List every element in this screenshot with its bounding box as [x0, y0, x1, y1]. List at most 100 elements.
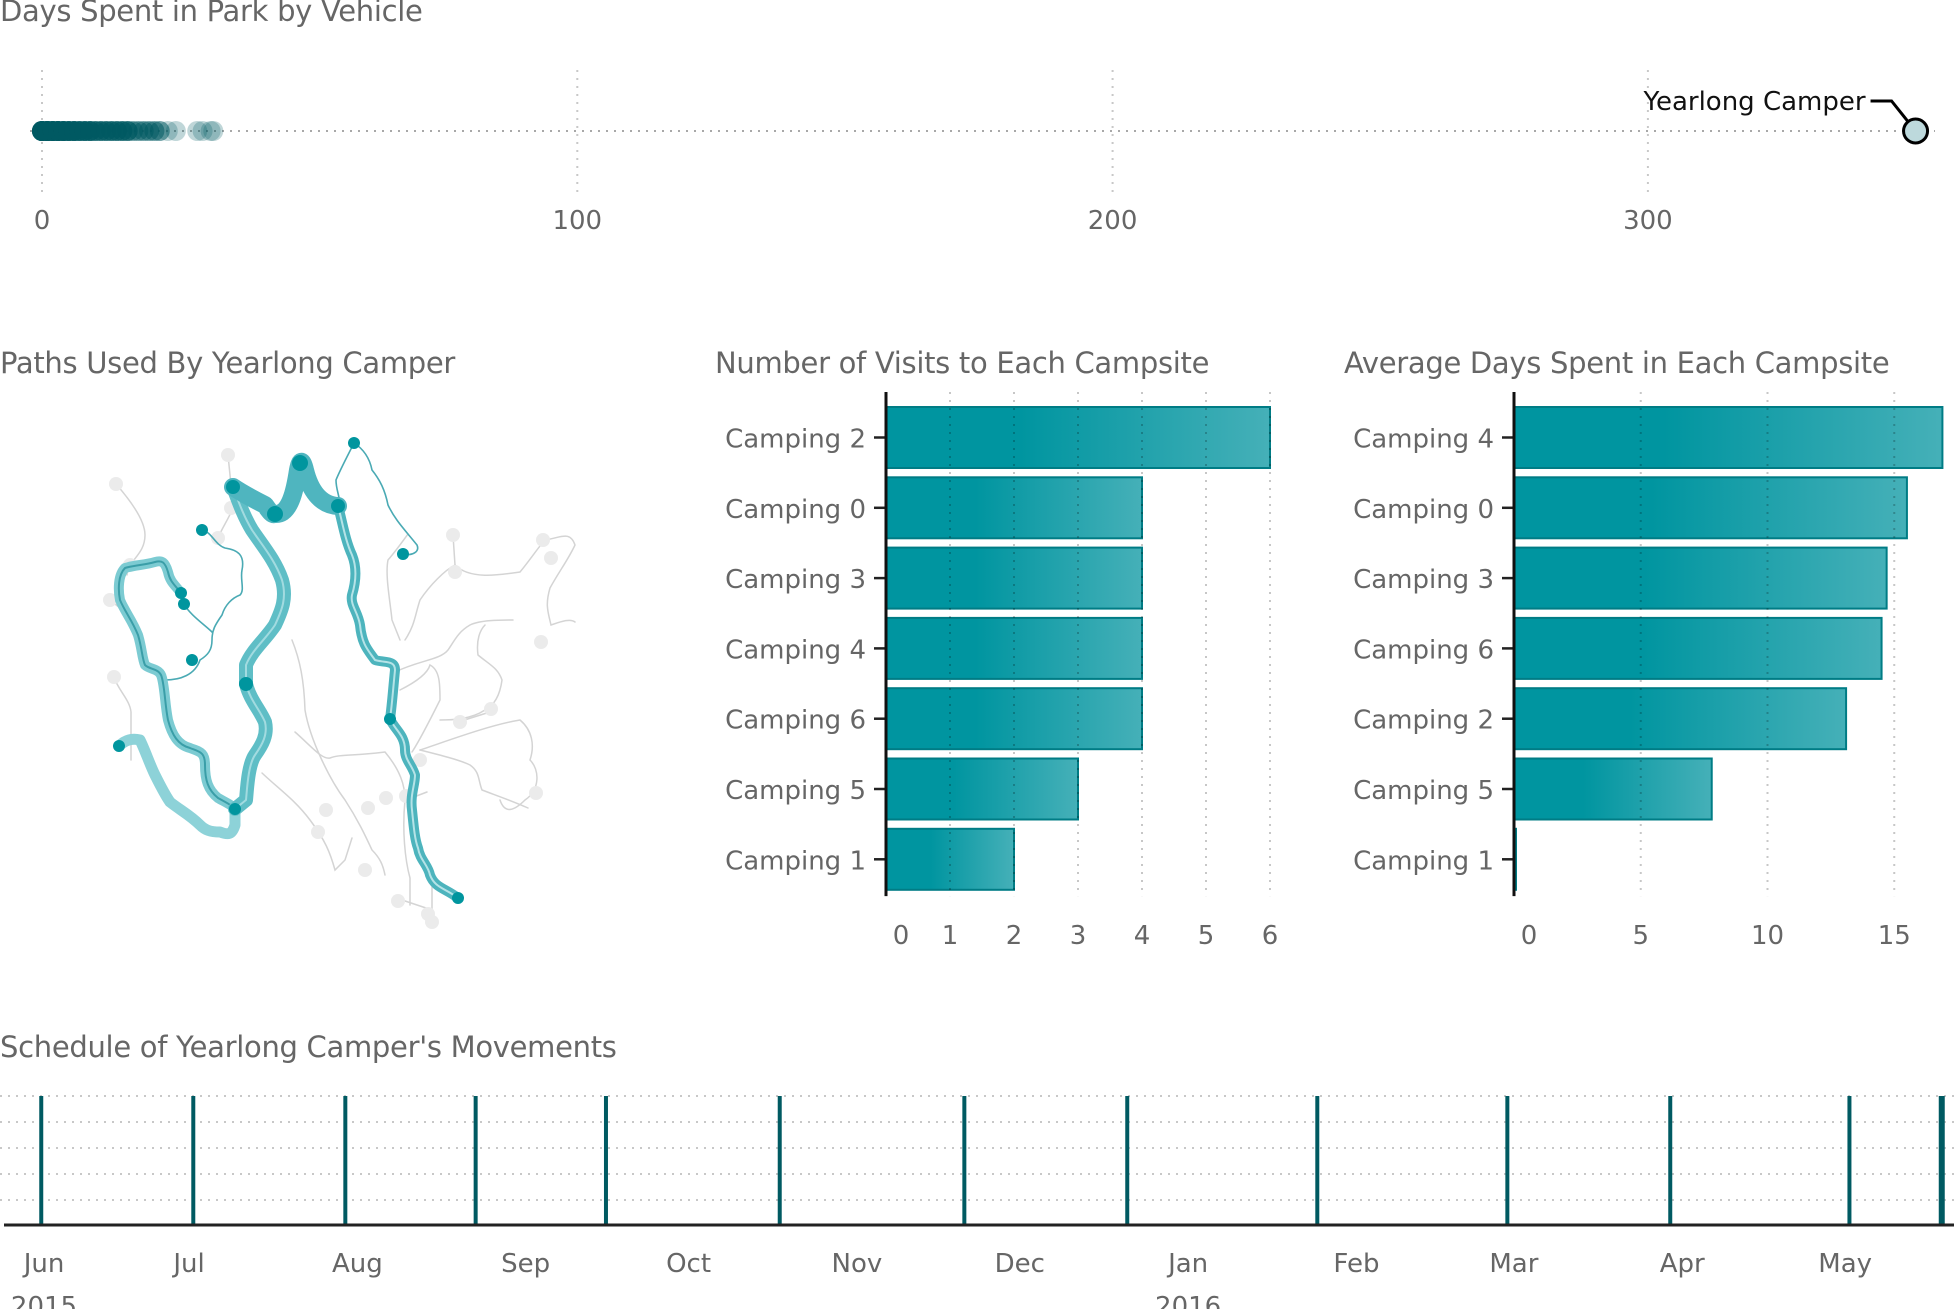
campsite-node	[196, 524, 208, 536]
gray-path	[419, 719, 538, 811]
vehicle-dot[interactable]	[192, 121, 213, 141]
x-tick-label: 10	[1751, 921, 1784, 951]
bar[interactable]	[1513, 687, 1848, 751]
bar[interactable]	[885, 687, 1143, 751]
x-tick-label: 3	[1070, 921, 1087, 951]
month-tick-label: Jan	[1166, 1249, 1208, 1279]
gray-path	[454, 535, 576, 626]
bar[interactable]	[885, 827, 1015, 891]
gray-node	[391, 894, 405, 908]
category-label: Camping 6	[1353, 635, 1494, 665]
campsite-node	[239, 677, 253, 691]
x-tick-label: 6	[1262, 921, 1279, 951]
gray-node	[379, 791, 393, 805]
bar[interactable]	[885, 546, 1143, 610]
category-label: Camping 5	[725, 776, 866, 806]
gray-path	[261, 772, 353, 872]
gray-node	[544, 551, 558, 565]
gray-node	[319, 803, 333, 817]
vehicle-dot[interactable]	[187, 121, 208, 141]
gray-node	[361, 801, 375, 815]
teal-path-loop	[113, 556, 240, 814]
gray-node	[107, 670, 121, 684]
vehicle-dot[interactable]	[157, 121, 178, 141]
month-tick-label: Jun	[22, 1249, 65, 1279]
teal-nodes	[113, 437, 464, 904]
days-in-park-title: Days Spent in Park by Vehicle	[0, 0, 423, 28]
x-tick-label: 4	[1134, 921, 1151, 951]
teal-path	[164, 529, 244, 681]
category-label: Camping 0	[1353, 495, 1494, 525]
strip-tick-label: 300	[1623, 206, 1673, 236]
x-tick-label: 15	[1878, 921, 1911, 951]
teal-path	[353, 442, 419, 556]
month-tick-label: Mar	[1489, 1249, 1538, 1279]
month-tick-label: Oct	[666, 1249, 711, 1279]
bar[interactable]	[885, 757, 1079, 821]
month-tick-label: Apr	[1660, 1249, 1705, 1279]
bar[interactable]	[1513, 616, 1883, 680]
gray-path	[394, 619, 514, 673]
visits-bar-chart: Camping 2 Camping 0 Camping 3 Camping 4 Camp…	[725, 392, 1279, 951]
category-label: Camping 4	[1353, 425, 1494, 455]
vehicle-dot[interactable]	[203, 121, 224, 141]
strip-tick-label: 0	[34, 206, 51, 236]
vehicle-dot[interactable]	[200, 121, 221, 141]
gray-node	[453, 715, 467, 729]
month-tick-label: May	[1818, 1249, 1872, 1279]
gray-node	[529, 786, 543, 800]
yearlong-camper-annotation: Yearlong Camper	[1643, 87, 1930, 145]
yearlong-camper-label: Yearlong Camper	[1643, 87, 1866, 117]
yearlong-camper-marker[interactable]	[1902, 117, 1930, 145]
strip-x-ticks: 0 100 200 300	[34, 206, 1673, 236]
gray-node	[103, 593, 117, 607]
gray-node	[358, 863, 372, 877]
x-tick-label: 2	[1006, 921, 1023, 951]
bar[interactable]	[1513, 476, 1908, 540]
gray-node	[109, 477, 123, 491]
schedule-timeline: Jun Jul Aug Sep Oct Nov Dec Jan Feb Mar Apr May 2015…	[0, 1095, 1954, 1309]
category-label: Camping 1	[1353, 846, 1494, 876]
x-tick-label: 0	[1521, 921, 1538, 951]
bar[interactable]	[1513, 546, 1888, 610]
vehicle-dot[interactable]	[149, 121, 170, 141]
month-tick-label: Sep	[501, 1249, 550, 1279]
gray-node	[446, 528, 460, 542]
vehicle-dot[interactable]	[165, 121, 186, 141]
avg-days-chart-title: Average Days Spent in Each Campsite	[1344, 346, 1890, 380]
bar[interactable]	[885, 476, 1143, 540]
campsite-node	[292, 455, 308, 471]
campsite-node	[229, 803, 241, 815]
campsite-node	[113, 740, 125, 752]
strip-dots	[32, 121, 224, 141]
gray-path	[294, 731, 411, 906]
gray-path	[399, 663, 441, 753]
campsite-node	[348, 437, 360, 449]
gray-node	[211, 531, 225, 545]
teal-path-east	[333, 501, 463, 903]
campsite-node	[186, 654, 198, 666]
bar[interactable]	[1513, 757, 1713, 821]
gray-node	[448, 565, 462, 579]
gray-node	[425, 915, 439, 929]
gray-path	[419, 749, 529, 809]
teal-path-north-arc	[224, 452, 347, 524]
month-tick-label: Jul	[171, 1249, 204, 1279]
bar[interactable]	[1513, 406, 1944, 469]
month-tick-label: Aug	[332, 1249, 383, 1279]
gray-node	[221, 448, 235, 462]
teal-path-loop-inner	[117, 560, 236, 810]
category-label: Camping 3	[725, 565, 866, 595]
gray-node	[311, 825, 325, 839]
month-tick-label: Nov	[832, 1249, 883, 1279]
strip-tick-label: 100	[552, 206, 602, 236]
category-label: Camping 1	[725, 846, 866, 876]
gray-path	[386, 533, 409, 641]
strip-grid	[30, 70, 1935, 192]
strip-tick-label: 200	[1088, 206, 1138, 236]
year-tick-label: 2016	[1155, 1292, 1221, 1309]
teal-path-southwest	[113, 733, 241, 840]
category-label: Camping 5	[1353, 776, 1494, 806]
bar[interactable]	[885, 616, 1143, 680]
campsite-node	[331, 499, 345, 513]
